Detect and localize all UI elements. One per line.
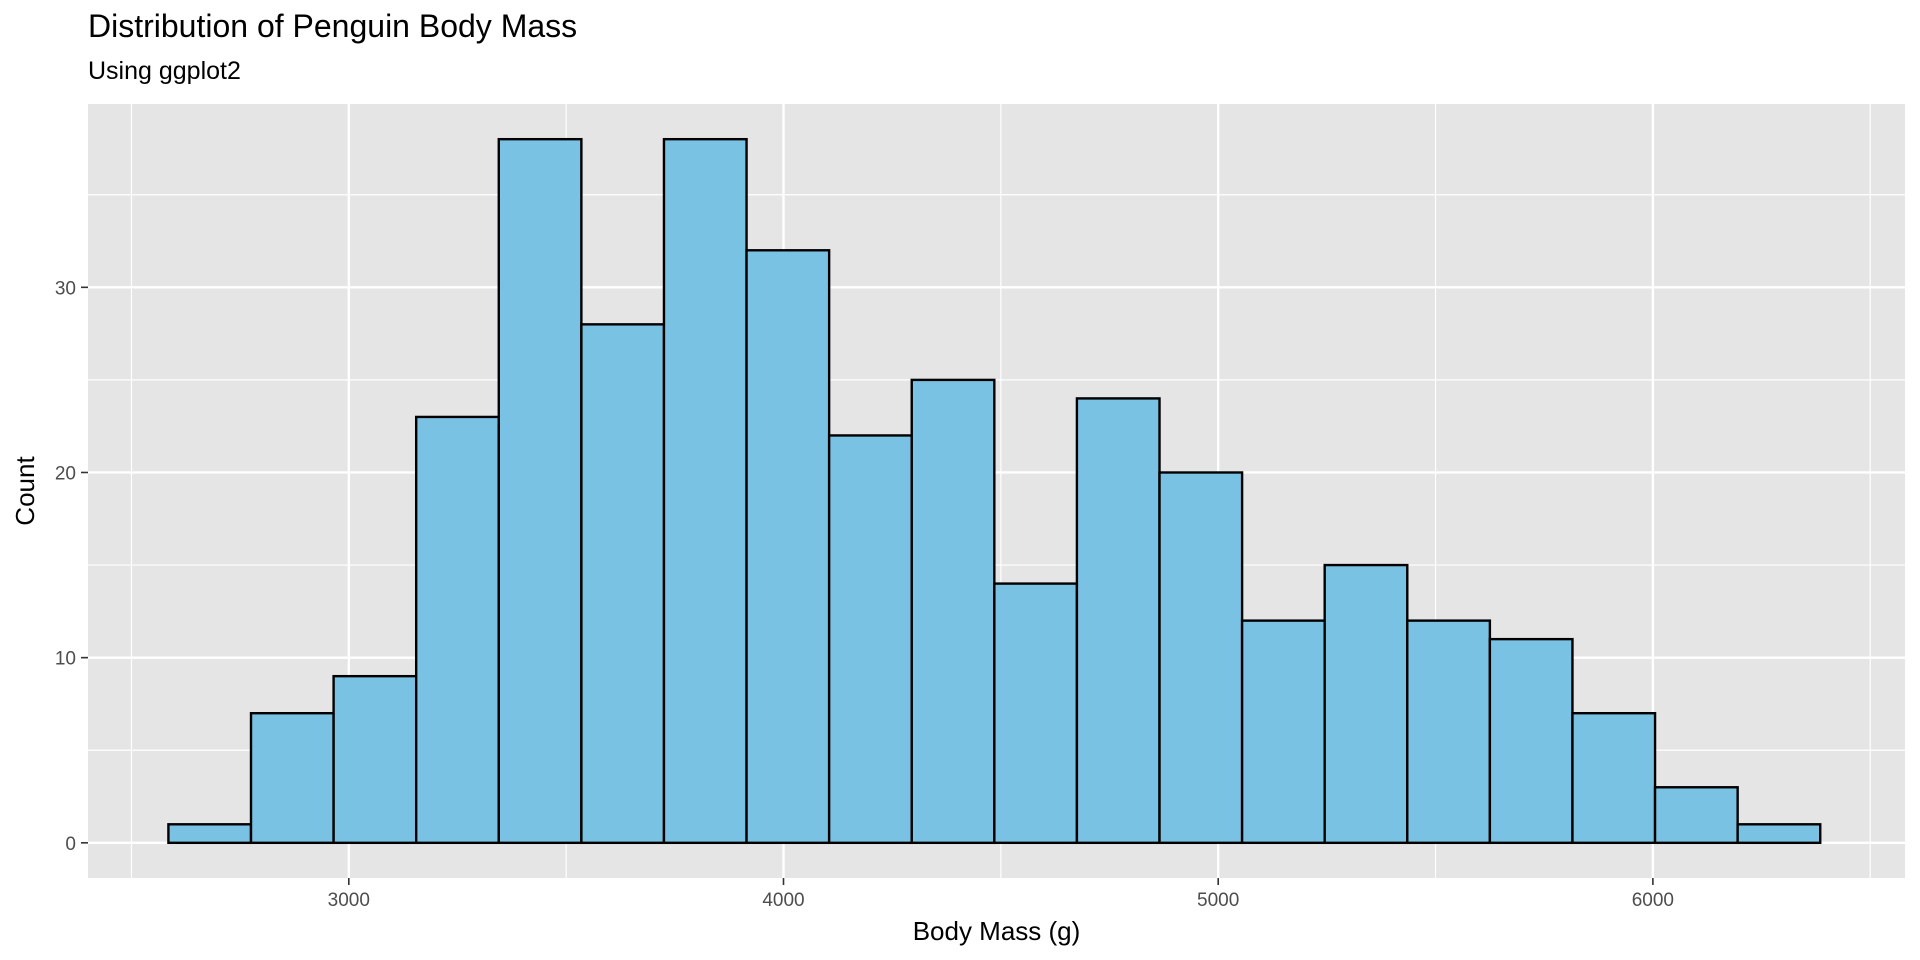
chart-title: Distribution of Penguin Body Mass	[88, 8, 578, 44]
x-tick-label: 5000	[1197, 890, 1239, 911]
y-tick-label: 0	[65, 834, 76, 855]
histogram-bar	[1406, 619, 1492, 845]
histogram-bar	[167, 823, 253, 845]
histogram-bar	[1158, 471, 1244, 845]
histogram-bar	[827, 434, 913, 845]
x-tick-label: 3000	[328, 890, 370, 911]
histogram-bar	[497, 137, 583, 845]
x-tick-label: 6000	[1632, 890, 1674, 911]
y-axis-title: Count	[10, 456, 40, 526]
x-tick-label: 4000	[762, 890, 804, 911]
histogram-bar	[249, 712, 335, 845]
histogram-bar	[332, 674, 418, 845]
histogram-bar	[1323, 563, 1409, 845]
x-axis-title: Body Mass (g)	[913, 916, 1081, 946]
histogram-bar	[662, 137, 748, 845]
histogram-bar	[1488, 637, 1574, 845]
histogram-bar	[993, 582, 1079, 845]
y-tick-label: 30	[55, 278, 76, 299]
chart-subtitle: Using ggplot2	[88, 57, 241, 85]
histogram-bar	[580, 323, 666, 845]
histogram-bar	[745, 249, 831, 845]
histogram-bar	[1571, 712, 1657, 845]
y-tick-label: 10	[55, 649, 76, 670]
histogram-bar	[1653, 786, 1739, 845]
bars	[167, 137, 1822, 845]
y-axis: 0 10 20 30	[55, 278, 88, 855]
x-axis: 3000 4000 5000 6000	[328, 878, 1674, 911]
histogram-bar	[1736, 823, 1822, 845]
histogram-bar	[1240, 619, 1326, 845]
y-tick-label: 20	[55, 463, 76, 484]
histogram-bar	[414, 415, 500, 845]
histogram-bar	[1075, 397, 1161, 845]
histogram-bar	[910, 378, 996, 845]
